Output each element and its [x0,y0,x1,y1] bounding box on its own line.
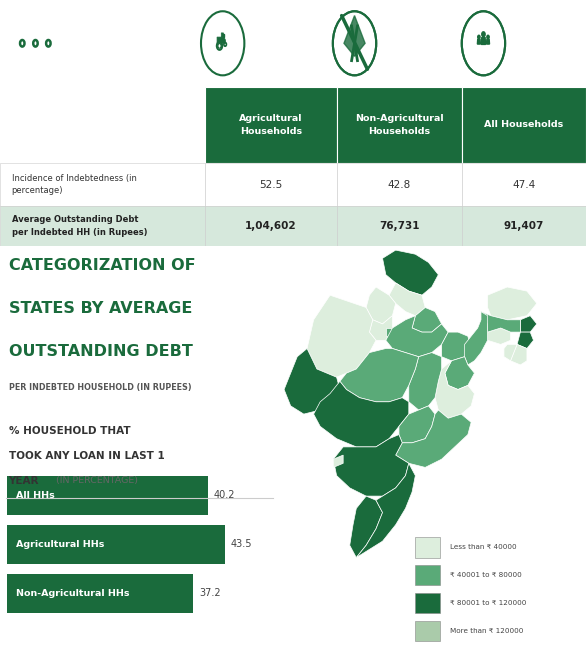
Polygon shape [409,353,442,410]
Polygon shape [520,316,537,332]
Polygon shape [488,328,510,344]
Bar [205,206,337,246]
Polygon shape [510,344,527,365]
Text: More than ₹ 120000: More than ₹ 120000 [450,628,523,634]
Text: Less than ₹ 40000: Less than ₹ 40000 [450,544,516,550]
Polygon shape [481,312,520,332]
Polygon shape [442,332,471,361]
Text: 42.8: 42.8 [388,180,411,190]
Polygon shape [435,361,475,419]
Polygon shape [344,16,365,56]
Text: PER INDEBTED HOUSEHOLD (IN RUPEES): PER INDEBTED HOUSEHOLD (IN RUPEES) [9,383,191,392]
Text: ₹ 80001 to ₹ 120000: ₹ 80001 to ₹ 120000 [450,600,526,606]
Bar [415,565,440,585]
Bar [337,206,462,246]
Polygon shape [481,37,486,45]
Text: Non-Agricultural
Households: Non-Agricultural Households [355,114,444,136]
Text: 76,731: 76,731 [379,221,420,231]
Text: OUTSTANDING DEBT: OUTSTANDING DEBT [9,344,192,359]
Polygon shape [504,344,517,361]
Text: Incidence of Indebtedness (in
percentage): Incidence of Indebtedness (in percentage… [12,174,137,195]
Text: TOOK ANY LOAN IN LAST 1: TOOK ANY LOAN IN LAST 1 [9,451,164,461]
Text: 37.2: 37.2 [199,588,220,598]
Text: All Households: All Households [484,120,564,129]
Circle shape [482,31,485,37]
Text: 47.4: 47.4 [512,180,536,190]
Polygon shape [412,308,442,332]
Polygon shape [399,406,435,443]
Polygon shape [340,348,418,401]
Text: YEAR: YEAR [9,476,39,485]
Bar [0,206,205,246]
Bar [7,476,208,514]
Bar [7,574,193,613]
Bar [415,621,440,642]
Text: STATES BY AVERAGE: STATES BY AVERAGE [9,301,192,316]
Text: Average Outstanding Debt
per Indebted HH (in Rupees): Average Outstanding Debt per Indebted HH… [12,215,147,237]
Polygon shape [486,39,489,44]
Polygon shape [386,328,393,336]
Bar [205,163,337,206]
Polygon shape [356,463,415,558]
Bar [462,206,586,246]
Bar [0,163,205,206]
Polygon shape [396,410,471,467]
Text: ₹ 40001 to ₹ 80000: ₹ 40001 to ₹ 80000 [450,572,522,578]
Polygon shape [307,295,376,377]
Polygon shape [217,37,226,43]
Text: 1,04,602: 1,04,602 [245,221,297,231]
Polygon shape [314,381,409,447]
Polygon shape [389,283,425,316]
Bar [223,34,224,37]
Polygon shape [445,357,475,390]
Polygon shape [517,332,533,348]
Polygon shape [465,312,488,365]
Bar [462,87,586,163]
Text: % HOUSEHOLD THAT: % HOUSEHOLD THAT [9,426,130,436]
Bar [415,537,440,558]
Text: 40.2: 40.2 [214,490,236,500]
Bar [7,525,224,564]
Circle shape [487,35,489,39]
Bar [337,87,462,163]
Polygon shape [366,287,396,324]
Text: (IN PERCENTAGE): (IN PERCENTAGE) [53,476,138,485]
Polygon shape [478,39,481,44]
Text: CATEGORIZATION OF: CATEGORIZATION OF [9,258,195,274]
Text: 91,407: 91,407 [504,221,544,231]
Polygon shape [386,316,448,357]
Text: 43.5: 43.5 [230,539,252,549]
Circle shape [478,35,480,39]
Polygon shape [383,250,438,295]
Polygon shape [481,316,491,328]
Bar [337,163,462,206]
Polygon shape [333,434,409,496]
Text: All HHs: All HHs [16,491,54,500]
Polygon shape [488,287,537,320]
Bar [462,163,586,206]
Polygon shape [333,455,343,467]
Text: Agricultural
Households: Agricultural Households [239,114,303,136]
Text: Non-Agricultural HHs: Non-Agricultural HHs [16,589,129,598]
Bar [205,87,337,163]
Polygon shape [350,496,383,558]
Polygon shape [369,316,393,340]
Text: 52.5: 52.5 [260,180,282,190]
Bar [415,593,440,613]
Text: Agricultural HHs: Agricultural HHs [16,540,104,549]
Polygon shape [284,348,340,414]
Polygon shape [222,33,224,37]
